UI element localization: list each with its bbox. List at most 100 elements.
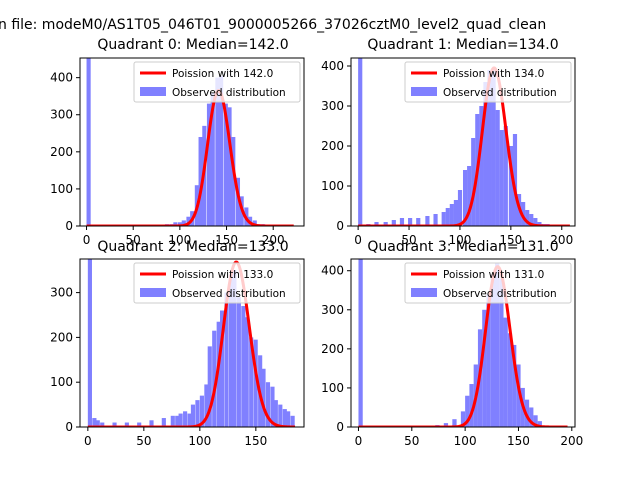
quadrant-0-panel: 0 50 100 150 200 0 100 200 300 400 Poission with 1… bbox=[50, 37, 305, 247]
histogram-bar bbox=[471, 138, 476, 226]
histogram-bar bbox=[224, 292, 229, 427]
y-tick-label: 300 bbox=[321, 303, 344, 317]
legend-label-poisson: Poission with 142.0 bbox=[172, 68, 273, 80]
histogram-bar bbox=[499, 278, 504, 427]
histogram-bar bbox=[460, 411, 466, 427]
y-tick-label: 100 bbox=[50, 182, 73, 196]
histogram-bar bbox=[449, 204, 454, 226]
legend-label-observed: Observed distribution bbox=[443, 288, 557, 300]
histogram-bar bbox=[207, 346, 212, 427]
histogram-bar bbox=[86, 58, 91, 226]
histogram-bar bbox=[433, 214, 438, 226]
histogram-bar bbox=[457, 190, 463, 226]
x-tick-label: 150 bbox=[507, 434, 530, 448]
histogram-bar bbox=[358, 259, 363, 427]
legend-bar-swatch bbox=[411, 87, 437, 96]
histogram-bar bbox=[463, 170, 468, 226]
y-tick-label: 100 bbox=[50, 375, 73, 389]
histogram-bar bbox=[512, 344, 517, 427]
histogram-bar bbox=[270, 386, 275, 427]
y-tick-label: 200 bbox=[321, 342, 344, 356]
histogram-bar bbox=[170, 415, 175, 427]
histogram-bar bbox=[503, 126, 508, 226]
histogram-bar bbox=[486, 294, 491, 427]
histogram-bar bbox=[183, 411, 188, 427]
x-tick-label: 50 bbox=[136, 434, 151, 448]
histogram-bar bbox=[178, 413, 183, 427]
histogram-bar bbox=[416, 218, 421, 226]
histogram-bar bbox=[206, 103, 212, 226]
x-tick-label: 0 bbox=[354, 233, 362, 247]
figure-suptitle: n file: modeM0/AS1T05_046T01_9000005266_… bbox=[0, 17, 546, 33]
legend-bar-swatch bbox=[411, 288, 437, 297]
histogram-bar bbox=[210, 92, 215, 226]
x-tick-label: 0 bbox=[355, 434, 363, 448]
histogram-bar bbox=[100, 422, 105, 427]
y-tick-label: 100 bbox=[321, 179, 344, 193]
histogram-bar bbox=[228, 274, 234, 427]
histogram-bar bbox=[383, 222, 388, 226]
legend-label-poisson: Poission with 131.0 bbox=[443, 269, 544, 281]
histogram-bar bbox=[483, 82, 488, 226]
histogram-bar bbox=[178, 222, 183, 226]
histogram-bar bbox=[445, 208, 450, 226]
histogram-bar bbox=[479, 106, 484, 226]
histogram-bar bbox=[491, 68, 496, 226]
histogram-bar bbox=[253, 339, 258, 427]
histogram-bar bbox=[537, 421, 542, 427]
y-tick-label: 0 bbox=[336, 420, 344, 434]
histogram-bar bbox=[495, 110, 500, 226]
histogram-bar bbox=[161, 418, 166, 427]
histogram-bar bbox=[490, 274, 495, 427]
histogram-bar bbox=[92, 418, 97, 427]
y-tick-label: 0 bbox=[65, 420, 73, 434]
legend-label-observed: Observed distribution bbox=[172, 87, 286, 99]
y-tick-label: 300 bbox=[50, 108, 73, 122]
x-tick-label: 100 bbox=[188, 434, 211, 448]
legend-label-poisson: Poission with 134.0 bbox=[443, 68, 544, 80]
x-tick-label: 150 bbox=[499, 233, 522, 247]
x-tick-label: 50 bbox=[401, 233, 416, 247]
histogram-bar bbox=[516, 364, 521, 427]
quadrant-2-panel: 0 50 100 150 0 100 200 300 Poission with 133.0 Ob… bbox=[50, 239, 305, 448]
y-tick-label: 0 bbox=[65, 219, 73, 233]
histogram-bar bbox=[236, 297, 241, 427]
histogram-bar bbox=[216, 321, 221, 427]
legend-bar-swatch bbox=[140, 87, 166, 96]
histogram-bar bbox=[425, 216, 430, 226]
legend: Poission with 131.0 Observed distribution bbox=[404, 262, 572, 304]
histogram-bar bbox=[467, 166, 472, 226]
histogram-bar bbox=[529, 214, 534, 226]
y-tick-label: 400 bbox=[50, 71, 73, 85]
quadrant-1-panel: 0 50 100 150 200 0 100 200 300 400 Poission with 1… bbox=[321, 37, 576, 247]
histogram-bar bbox=[508, 146, 513, 226]
histogram-bar bbox=[441, 212, 446, 226]
y-tick-label: 0 bbox=[336, 219, 344, 233]
y-tick-label: 200 bbox=[321, 139, 344, 153]
x-tick-label: 100 bbox=[168, 233, 191, 247]
histogram-bar bbox=[187, 413, 192, 427]
y-tick-label: 300 bbox=[321, 99, 344, 113]
quadrant-3-panel: 0 50 100 150 200 0 100 200 300 400 Poission with 1… bbox=[321, 239, 583, 448]
y-tick-label: 200 bbox=[50, 145, 73, 159]
histogram-bar bbox=[186, 216, 191, 226]
quadrant-3-title: Quadrant 3: Median=131.0 bbox=[367, 239, 558, 255]
histogram-bar bbox=[235, 177, 241, 226]
legend-label-observed: Observed distribution bbox=[172, 288, 286, 300]
poisson-line bbox=[358, 265, 568, 427]
histogram-bar bbox=[227, 107, 232, 226]
histogram-bar bbox=[273, 400, 278, 427]
legend-bar-swatch bbox=[140, 288, 166, 297]
histogram-bar bbox=[265, 382, 271, 427]
histogram-bar bbox=[124, 422, 129, 427]
x-tick-label: 200 bbox=[560, 434, 583, 448]
x-tick-label: 200 bbox=[550, 233, 573, 247]
histogram-bar bbox=[282, 409, 287, 427]
histogram-bar bbox=[220, 310, 225, 427]
histogram-bar bbox=[87, 259, 92, 427]
histogram-bar bbox=[149, 420, 154, 427]
y-tick-label: 100 bbox=[321, 381, 344, 395]
histogram-bar bbox=[190, 404, 196, 427]
histogram-bar bbox=[499, 130, 504, 226]
